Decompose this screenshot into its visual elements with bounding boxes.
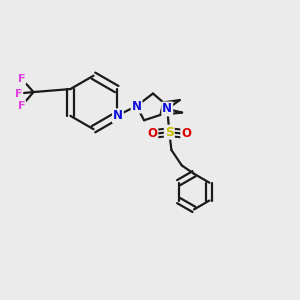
- Text: F: F: [18, 101, 25, 111]
- Text: N: N: [132, 100, 142, 112]
- Text: N: N: [162, 103, 172, 116]
- Text: O: O: [181, 127, 191, 140]
- Text: S: S: [165, 126, 174, 139]
- Text: F: F: [18, 74, 25, 84]
- Text: O: O: [147, 127, 158, 140]
- Text: N: N: [113, 109, 123, 122]
- Text: F: F: [15, 88, 22, 98]
